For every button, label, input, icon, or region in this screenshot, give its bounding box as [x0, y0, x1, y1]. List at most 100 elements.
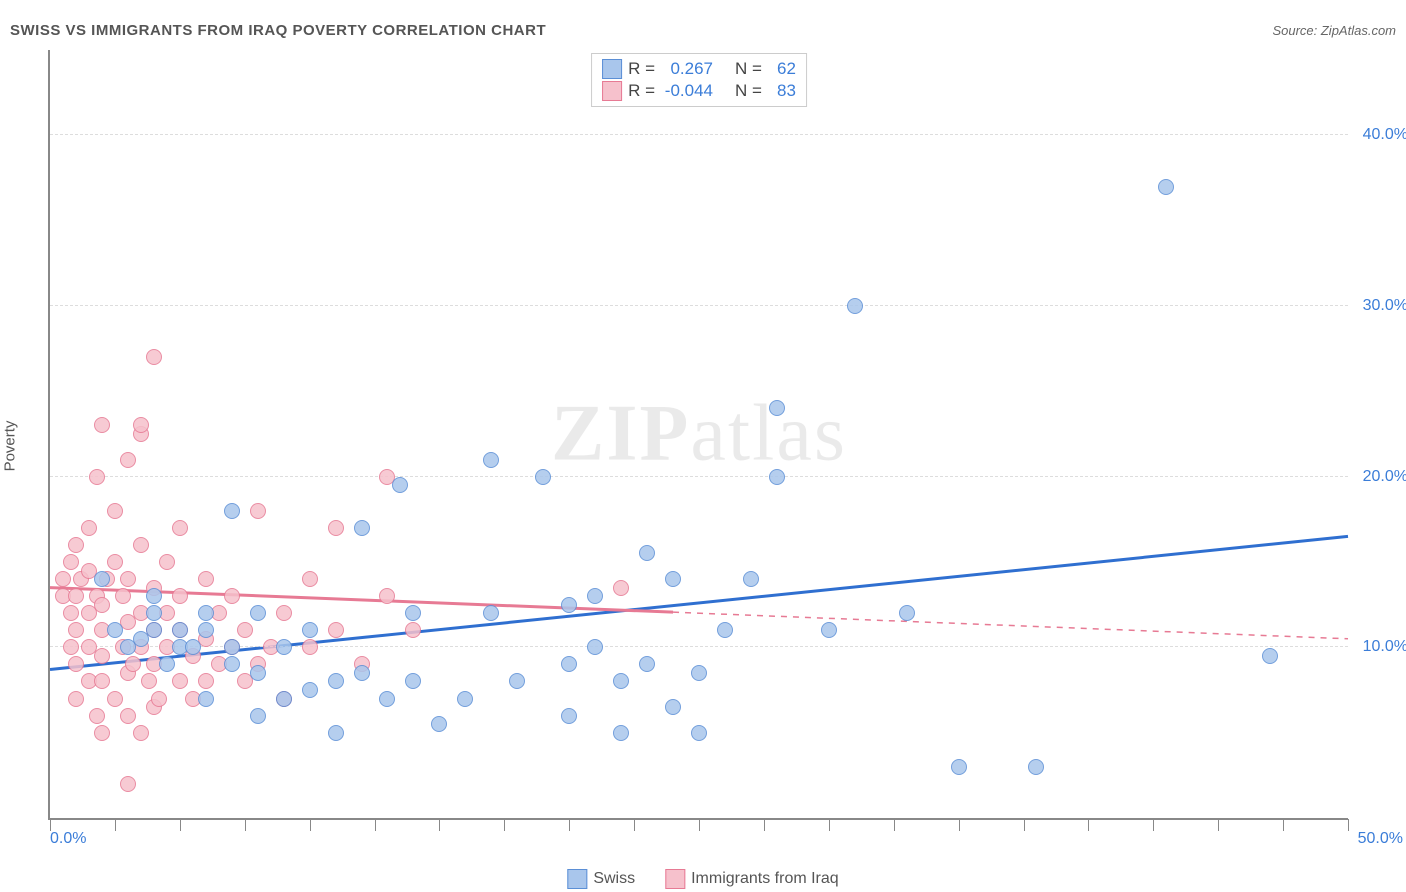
gridline	[50, 646, 1348, 647]
x-tick	[1218, 819, 1219, 831]
x-tick	[1348, 819, 1349, 831]
x-tick	[959, 819, 960, 831]
data-point-iraq	[63, 605, 79, 621]
data-point-swiss	[509, 673, 525, 689]
data-point-iraq	[237, 622, 253, 638]
stats-row-iraq: R =-0.044N =83	[602, 80, 796, 102]
data-point-swiss	[1158, 179, 1174, 195]
data-point-iraq	[63, 639, 79, 655]
gridline	[50, 134, 1348, 135]
data-point-iraq	[224, 588, 240, 604]
stats-legend: R =0.267N =62R =-0.044N =83	[591, 53, 807, 107]
x-tick	[180, 819, 181, 831]
x-tick	[764, 819, 765, 831]
gridline	[50, 476, 1348, 477]
legend-swatch-swiss	[602, 59, 622, 79]
data-point-swiss	[379, 691, 395, 707]
legend-label: Immigrants from Iraq	[691, 870, 839, 888]
data-point-swiss	[613, 725, 629, 741]
data-point-iraq	[125, 656, 141, 672]
data-point-swiss	[561, 656, 577, 672]
y-tick-label: 40.0%	[1353, 126, 1406, 144]
x-tick-label: 50.0%	[1358, 830, 1403, 848]
x-tick	[634, 819, 635, 831]
data-point-swiss	[276, 639, 292, 655]
data-point-swiss	[405, 673, 421, 689]
trend-lines	[50, 50, 1348, 818]
r-value: 0.267	[661, 59, 713, 79]
data-point-swiss	[354, 520, 370, 536]
y-tick-label: 30.0%	[1353, 297, 1406, 315]
y-axis-label: Poverty	[2, 421, 19, 472]
data-point-iraq	[120, 571, 136, 587]
trend-line-dashed-iraq	[673, 612, 1348, 639]
data-point-swiss	[561, 597, 577, 613]
data-point-iraq	[379, 588, 395, 604]
data-point-iraq	[198, 673, 214, 689]
data-point-swiss	[172, 622, 188, 638]
data-point-swiss	[107, 622, 123, 638]
data-point-swiss	[899, 605, 915, 621]
stats-row-swiss: R =0.267N =62	[602, 58, 796, 80]
data-point-iraq	[68, 656, 84, 672]
data-point-iraq	[133, 537, 149, 553]
x-tick	[439, 819, 440, 831]
x-tick	[115, 819, 116, 831]
data-point-swiss	[94, 571, 110, 587]
data-point-iraq	[94, 673, 110, 689]
data-point-swiss	[185, 639, 201, 655]
data-point-swiss	[250, 665, 266, 681]
legend-item-swiss: Swiss	[567, 869, 635, 889]
data-point-swiss	[665, 571, 681, 587]
n-value: 83	[768, 81, 796, 101]
data-point-swiss	[1028, 759, 1044, 775]
n-label: N =	[735, 81, 762, 101]
data-point-swiss	[159, 656, 175, 672]
x-tick	[829, 819, 830, 831]
y-tick-label: 10.0%	[1353, 638, 1406, 656]
data-point-iraq	[68, 537, 84, 553]
data-point-swiss	[561, 708, 577, 724]
source-label: Source: ZipAtlas.com	[1272, 23, 1396, 38]
data-point-swiss	[392, 477, 408, 493]
data-point-swiss	[769, 400, 785, 416]
x-tick	[504, 819, 505, 831]
data-point-iraq	[89, 708, 105, 724]
data-point-iraq	[120, 776, 136, 792]
x-tick	[375, 819, 376, 831]
x-tick	[1024, 819, 1025, 831]
x-tick-label: 0.0%	[50, 830, 86, 848]
data-point-iraq	[172, 673, 188, 689]
data-point-swiss	[665, 699, 681, 715]
data-point-swiss	[1262, 648, 1278, 664]
x-tick	[1283, 819, 1284, 831]
r-value: -0.044	[661, 81, 713, 101]
r-label: R =	[628, 59, 655, 79]
data-point-iraq	[107, 691, 123, 707]
data-point-swiss	[743, 571, 759, 587]
data-point-iraq	[405, 622, 421, 638]
data-point-iraq	[115, 588, 131, 604]
data-point-iraq	[94, 725, 110, 741]
data-point-swiss	[717, 622, 733, 638]
data-point-swiss	[457, 691, 473, 707]
data-point-swiss	[302, 622, 318, 638]
data-point-swiss	[224, 503, 240, 519]
data-point-iraq	[146, 349, 162, 365]
data-point-swiss	[639, 656, 655, 672]
data-point-swiss	[276, 691, 292, 707]
data-point-swiss	[405, 605, 421, 621]
series-legend: Swiss Immigrants from Iraq	[567, 869, 838, 889]
x-tick	[1153, 819, 1154, 831]
data-point-iraq	[55, 571, 71, 587]
legend-item-iraq: Immigrants from Iraq	[665, 869, 839, 889]
data-point-swiss	[354, 665, 370, 681]
data-point-iraq	[613, 580, 629, 596]
data-point-iraq	[107, 554, 123, 570]
data-point-swiss	[483, 452, 499, 468]
legend-swatch-iraq	[665, 869, 685, 889]
data-point-swiss	[198, 605, 214, 621]
data-point-iraq	[151, 691, 167, 707]
data-point-swiss	[431, 716, 447, 732]
x-tick	[310, 819, 311, 831]
